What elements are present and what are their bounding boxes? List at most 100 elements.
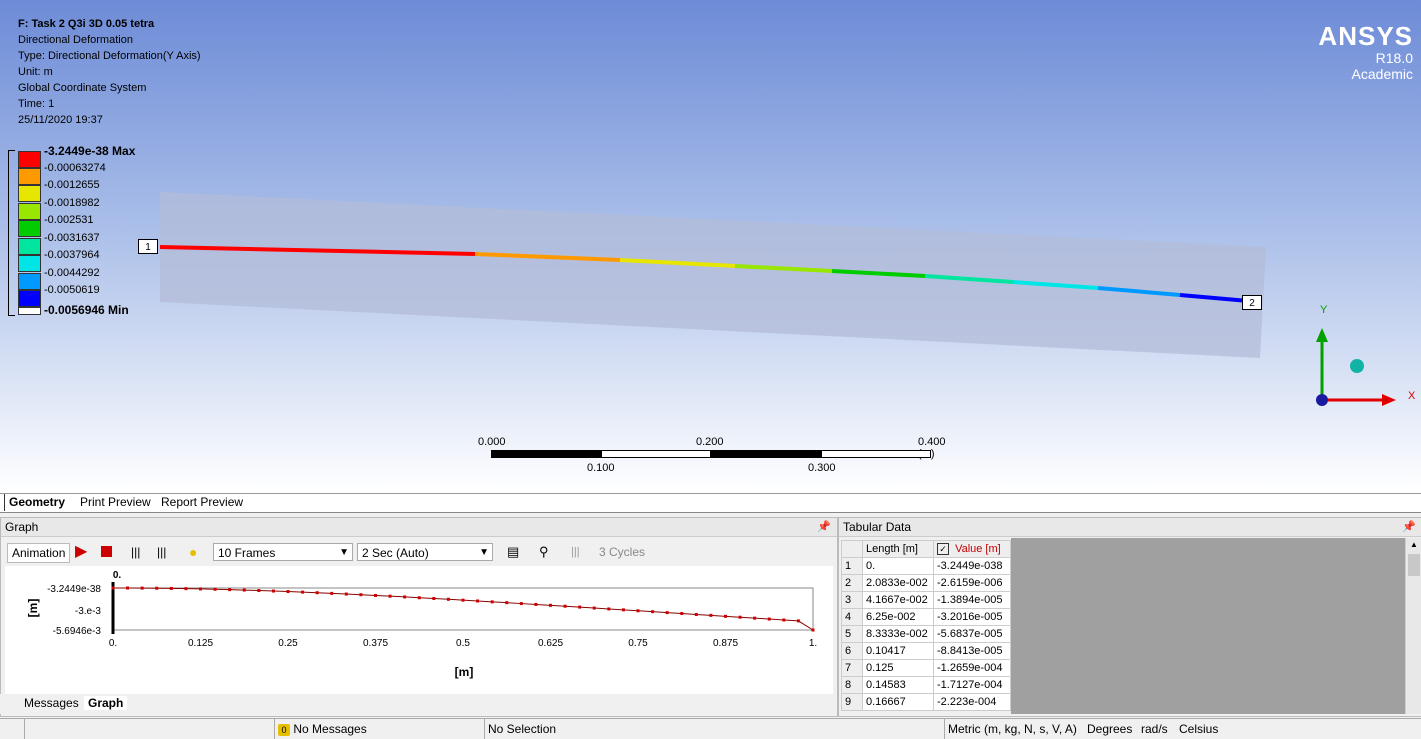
legend-swatch-white: [18, 307, 41, 315]
data-point: [330, 591, 334, 595]
data-point: [519, 602, 523, 606]
value-cell: -2.223e-004: [933, 693, 1011, 711]
data-point: [344, 592, 348, 596]
value-cell: -5.6837e-005: [933, 625, 1011, 643]
status-angle[interactable]: Degrees: [1087, 722, 1133, 736]
info-line: Type: Directional Deformation(Y Axis): [18, 50, 201, 62]
chevron-down-icon: ▼: [479, 547, 489, 558]
tab-messages[interactable]: Messages: [24, 696, 79, 710]
row-index: 5: [841, 625, 863, 643]
table-row[interactable]: 9 0.16667 -2.223e-004: [841, 693, 1011, 711]
messages-icon: 0: [278, 724, 290, 736]
x-tick-label: 0.625: [538, 638, 563, 649]
x-tick-label: 0.875: [713, 638, 738, 649]
row-index: 4: [841, 608, 863, 626]
graph-top-marker: 0.: [113, 570, 122, 581]
info-line: 25/11/2020 19:37: [18, 114, 103, 126]
graphics-viewport[interactable]: F: Task 2 Q3i 3D 0.05 tetra Directional …: [0, 0, 1421, 493]
deformation-graph[interactable]: [m] [m] 0. -3.2449e-38 -3.e-3 -5.6946e-3 0.…: [5, 566, 833, 698]
export-video-icon[interactable]: ▤: [507, 544, 520, 559]
data-point: [286, 590, 290, 594]
status-units[interactable]: Metric (m, kg, N, s, V, A): [944, 719, 1077, 739]
table-row[interactable]: 5 8.3333e-002 -5.6837e-005: [841, 625, 1011, 643]
data-point: [709, 613, 713, 617]
length-header[interactable]: Length [m]: [862, 540, 934, 558]
zoom-icon[interactable]: ⚲: [539, 544, 549, 559]
table-header-row: Length [m] ✓ Value [m]: [841, 540, 1011, 558]
cycles-icon[interactable]: |||: [571, 546, 580, 558]
table-row[interactable]: 3 4.1667e-002 -1.3894e-005: [841, 591, 1011, 609]
y-tick-label: -3.2449e-38: [47, 584, 101, 595]
data-point: [563, 604, 567, 608]
legend-swatch: [18, 203, 41, 220]
tab-geometry[interactable]: Geometry: [4, 494, 70, 511]
data-point: [738, 615, 742, 619]
tab-print-preview[interactable]: Print Preview: [80, 495, 151, 509]
legend-swatch: [18, 168, 41, 185]
checkbox-checked-icon[interactable]: ✓: [937, 543, 949, 555]
graph-title: Graph: [5, 520, 39, 534]
axis-triad[interactable]: Y X: [1300, 300, 1421, 420]
model-plate[interactable]: [160, 192, 1266, 360]
path-seg-yellow: [619, 258, 736, 268]
duration-select[interactable]: 2 Sec (Auto) ▼: [357, 543, 493, 561]
data-point: [796, 619, 800, 623]
probe-1-flag[interactable]: 1: [138, 239, 158, 254]
row-index: 2: [841, 574, 863, 592]
data-point: [505, 601, 509, 605]
frames-select[interactable]: 10 Frames ▼: [213, 543, 353, 561]
table-scrollbar[interactable]: ▲: [1405, 538, 1421, 714]
legend-swatch: [18, 238, 41, 255]
chevron-down-icon: ▼: [339, 547, 349, 558]
distributed-frames-icon[interactable]: |||: [131, 545, 141, 559]
value-cell: -8.8413e-005: [933, 642, 1011, 660]
data-point: [417, 596, 421, 600]
tab-graph[interactable]: Graph: [84, 696, 128, 710]
legend-swatch: [18, 255, 41, 272]
data-point: [213, 587, 217, 591]
data-point: [636, 609, 640, 613]
data-point: [315, 591, 319, 595]
series-line: [112, 587, 814, 631]
scroll-up-icon[interactable]: ▲: [1410, 540, 1418, 549]
stop-icon[interactable]: [101, 542, 112, 562]
result-title: F: Task 2 Q3i 3D 0.05 tetra: [18, 18, 155, 30]
result-data-frames-icon[interactable]: |||: [157, 545, 167, 559]
y-axis-label: Y: [1320, 304, 1328, 316]
tab-report-preview[interactable]: Report Preview: [161, 495, 244, 509]
data-point: [403, 595, 407, 599]
data-point: [665, 611, 669, 615]
table-row[interactable]: 7 0.125 -1.2659e-004: [841, 659, 1011, 677]
probe-1-label: 1: [145, 242, 151, 253]
logo-edition: Academic: [1351, 66, 1413, 82]
x-tick-label: 0.: [109, 638, 117, 649]
data-point: [680, 612, 684, 616]
x-tick-label: 0.75: [628, 638, 648, 649]
x-tick-label: 0.25: [278, 638, 298, 649]
probe-2-flag[interactable]: 2: [1242, 295, 1262, 310]
pin-icon[interactable]: 📌: [1402, 521, 1416, 533]
value-header[interactable]: ✓ Value [m]: [933, 540, 1011, 558]
table-row[interactable]: 2 2.0833e-002 -2.6159e-006: [841, 574, 1011, 592]
data-point: [257, 589, 261, 593]
data-point: [140, 586, 144, 590]
pin-icon[interactable]: 📌: [817, 521, 831, 533]
scale-label: 0.200: [696, 436, 724, 448]
legend-value: -0.00063274: [44, 162, 106, 174]
status-temp[interactable]: Celsius: [1179, 722, 1219, 736]
legend-min: -0.0056946 Min: [44, 303, 129, 317]
scroll-thumb[interactable]: [1408, 554, 1420, 576]
table-row[interactable]: 4 6.25e-002 -3.2016e-005: [841, 608, 1011, 626]
data-point: [592, 606, 596, 610]
table-row[interactable]: 6 0.10417 -8.8413e-005: [841, 642, 1011, 660]
play-icon[interactable]: ▶: [75, 543, 88, 560]
status-rate[interactable]: rad/s: [1141, 722, 1168, 736]
table-row[interactable]: 1 0. -3.2449e-038: [841, 557, 1011, 575]
lightbulb-icon[interactable]: ●: [189, 544, 198, 560]
table-row[interactable]: 8 0.14583 -1.7127e-004: [841, 676, 1011, 694]
status-messages[interactable]: 0 No Messages: [274, 719, 484, 739]
logo-name: ANSYS: [1318, 21, 1413, 51]
data-point: [549, 603, 552, 607]
legend-swatch: [18, 151, 41, 168]
tabular-table[interactable]: Length [m] ✓ Value [m] 1 0. -3.2449e-038 2 2…: [841, 540, 1011, 711]
